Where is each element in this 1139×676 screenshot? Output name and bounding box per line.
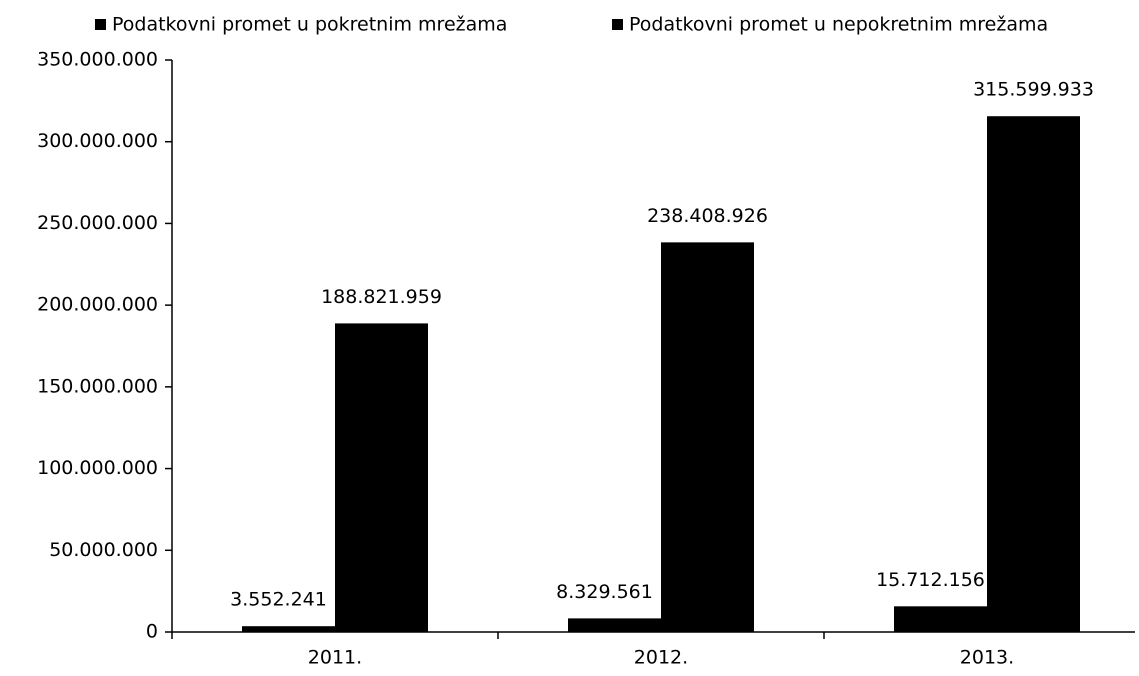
- bar: [987, 116, 1080, 632]
- bar: [568, 618, 661, 632]
- x-tick-label: 2011.: [308, 647, 362, 669]
- data-label: 3.552.241: [230, 589, 327, 611]
- y-tick-label: 150.000.000: [37, 375, 158, 397]
- data-label: 15.712.156: [876, 569, 985, 591]
- bar: [894, 606, 987, 632]
- bar: [335, 323, 428, 632]
- x-tick-label: 2013.: [960, 647, 1014, 669]
- y-tick-label: 250.000.000: [37, 212, 158, 234]
- legend-label: Podatkovni promet u nepokretnim mrežama: [629, 14, 1048, 36]
- y-tick-label: 300.000.000: [37, 130, 158, 152]
- legend-swatch: [612, 19, 623, 30]
- y-tick-label: 200.000.000: [37, 294, 158, 316]
- bar: [242, 626, 335, 632]
- data-label: 188.821.959: [321, 286, 442, 308]
- data-label: 8.329.561: [556, 581, 653, 603]
- legend-swatch: [95, 19, 106, 30]
- data-label: 315.599.933: [973, 79, 1094, 101]
- y-tick-label: 350.000.000: [37, 49, 158, 71]
- x-tick-label: 2012.: [634, 647, 688, 669]
- data-label: 238.408.926: [647, 205, 768, 227]
- y-tick-label: 50.000.000: [49, 539, 158, 561]
- y-tick-label: 100.000.000: [37, 457, 158, 479]
- bar: [661, 242, 754, 632]
- y-tick-label: 0: [146, 621, 158, 643]
- legend-label: Podatkovni promet u pokretnim mrežama: [112, 14, 507, 36]
